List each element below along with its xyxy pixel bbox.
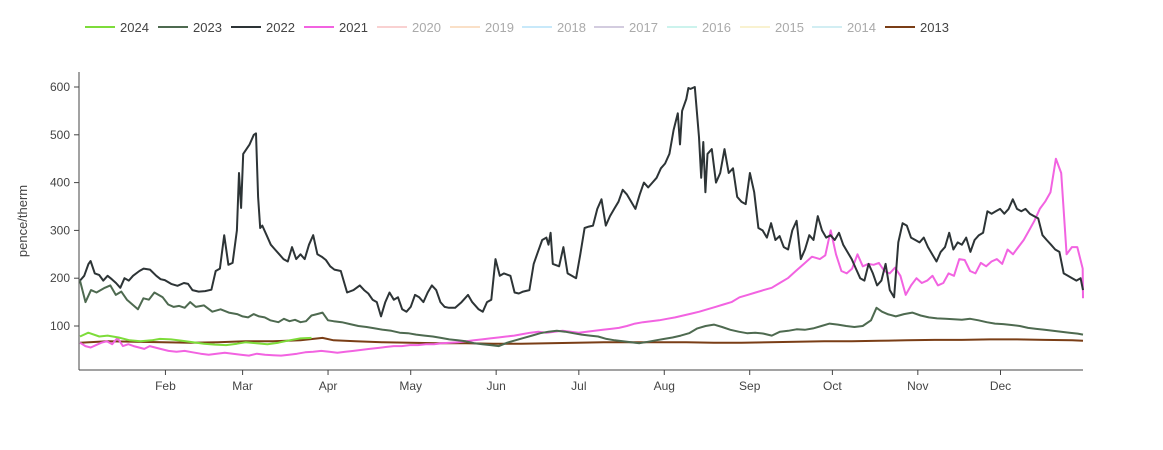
y-tick-label: 400 [50, 176, 70, 190]
legend-item-2014[interactable]: 2014 [812, 20, 876, 35]
x-tick-label: Oct [823, 379, 842, 393]
legend-item-2024[interactable]: 2024 [85, 20, 149, 35]
legend-label: 2020 [412, 20, 441, 35]
legend-label: 2023 [193, 20, 222, 35]
legend-item-2018[interactable]: 2018 [522, 20, 586, 35]
x-tick-label: Mar [232, 379, 253, 393]
y-tick-label: 200 [50, 271, 70, 285]
x-tick-label: May [399, 379, 422, 393]
x-tick-label: Apr [319, 379, 338, 393]
legend-item-2021[interactable]: 2021 [304, 20, 368, 35]
legend-item-2020[interactable]: 2020 [377, 20, 441, 35]
legend-label: 2013 [920, 20, 949, 35]
x-ticks: Feb Mar Apr May Jun Jul Aug Sep Oct Nov Dec [155, 370, 1011, 393]
series-line-2023 [79, 280, 1084, 348]
x-tick-label: Dec [990, 379, 1011, 393]
x-tick-label: Sep [739, 379, 761, 393]
legend-item-2019[interactable]: 2019 [450, 20, 514, 35]
y-tick-label: 100 [50, 319, 70, 333]
y-tick-label: 300 [50, 223, 70, 237]
y-ticks: 100 200 300 400 500 600 [50, 80, 79, 333]
legend-label: 2015 [775, 20, 804, 35]
legend-label: 2022 [266, 20, 295, 35]
series-lines [79, 86, 1084, 357]
series-line-2024 [79, 331, 312, 347]
x-tick-label: Aug [654, 379, 675, 393]
y-axis-title: pence/therm [15, 185, 30, 257]
legend-item-2017[interactable]: 2017 [594, 20, 658, 35]
x-tick-label: Jul [571, 379, 586, 393]
legend[interactable]: 2024 2023 2022 2021 2020 2019 2018 2017 2016 2015… [85, 20, 949, 35]
legend-item-2023[interactable]: 2023 [158, 20, 222, 35]
legend-label: 2017 [629, 20, 658, 35]
x-tick-label: Feb [155, 379, 176, 393]
legend-label: 2024 [120, 20, 149, 35]
legend-item-2013[interactable]: 2013 [885, 20, 949, 35]
legend-label: 2014 [847, 20, 876, 35]
x-tick-label: Nov [907, 379, 928, 393]
plot-axes [78, 72, 1083, 371]
legend-item-2022[interactable]: 2022 [231, 20, 295, 35]
series-line-2013 [79, 336, 1084, 345]
y-tick-label: 600 [50, 80, 70, 94]
legend-item-2016[interactable]: 2016 [667, 20, 731, 35]
legend-label: 2016 [702, 20, 731, 35]
x-tick-label: Jun [486, 379, 505, 393]
series-line-2021 [79, 157, 1084, 357]
legend-label: 2021 [339, 20, 368, 35]
y-tick-label: 500 [50, 128, 70, 142]
series-line-2022 [79, 86, 1084, 318]
legend-item-2015[interactable]: 2015 [740, 20, 804, 35]
legend-label: 2018 [557, 20, 586, 35]
legend-label: 2019 [485, 20, 514, 35]
